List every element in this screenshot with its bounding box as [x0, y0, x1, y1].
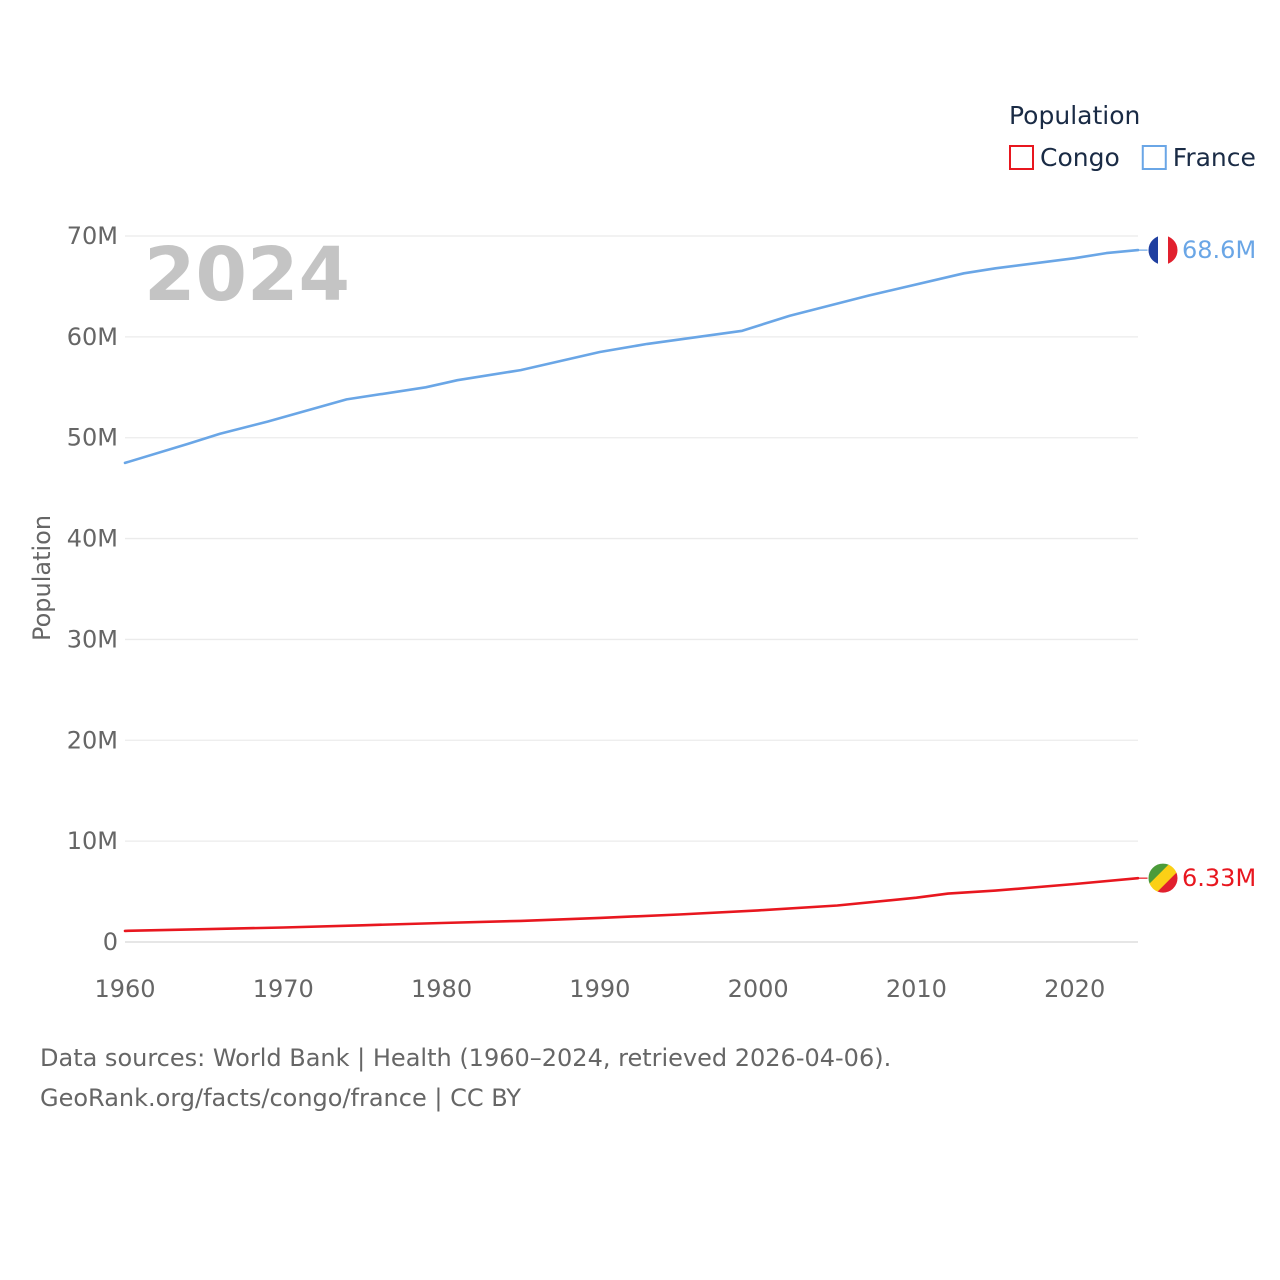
series-line-france[interactable]: [123, 248, 1140, 465]
flag-rim: [1147, 234, 1179, 266]
x-tick-label: 1990: [569, 975, 630, 1003]
x-tick-label: 1970: [253, 975, 314, 1003]
series-lines[interactable]: [123, 248, 1140, 933]
flag-band-red: [1156, 871, 1178, 894]
y-tick-label: 60M: [67, 323, 118, 351]
france-flag-icon: [1147, 234, 1179, 266]
year-label: 2024: [144, 232, 350, 318]
x-tick-label: 2000: [728, 975, 789, 1003]
x-tick-label: 2020: [1044, 975, 1105, 1003]
flag-stripe-red: [1168, 235, 1178, 266]
legend[interactable]: Population Congo France: [1009, 101, 1256, 172]
y-axis-label: Population: [28, 515, 56, 641]
end-value-label-congo: 6.33M: [1182, 864, 1256, 892]
flag-rim: [1147, 862, 1179, 894]
flag-band-green: [1148, 863, 1170, 886]
flag-stripe-blue: [1148, 235, 1158, 266]
footer-sources: Data sources: World Bank | Health (1960–…: [40, 1044, 892, 1072]
end-markers: 6.33M 68.6M: [1138, 234, 1256, 894]
congo-flag-icon: [1147, 862, 1179, 894]
footer-attribution[interactable]: GeoRank.org/facts/congo/france | CC BY: [40, 1084, 522, 1112]
legend-label: France: [1173, 143, 1256, 172]
legend-swatch[interactable]: [1141, 145, 1167, 170]
x-axis-ticks: 1960 1970 1980 1990 2000 2010 2020: [94, 975, 1105, 1003]
legend-title: Population: [1009, 101, 1140, 130]
flag-stripe-white: [1158, 235, 1168, 266]
y-axis-ticks: 0 10M 20M 30M 40M 50M 60M 70M: [67, 222, 118, 956]
y-tick-label: 40M: [67, 525, 118, 553]
gridlines: [125, 235, 1138, 943]
y-tick-label: 0: [103, 928, 118, 956]
legend-swatch[interactable]: [1009, 145, 1034, 170]
end-value-label-france: 68.6M: [1182, 236, 1256, 264]
legend-item-congo[interactable]: Congo: [1009, 143, 1120, 172]
x-tick-label: 2010: [886, 975, 947, 1003]
x-tick-label: 1980: [411, 975, 472, 1003]
y-tick-label: 10M: [67, 827, 118, 855]
series-line-congo[interactable]: [123, 876, 1140, 933]
x-tick-label: 1960: [94, 975, 155, 1003]
flag-fill: [1148, 863, 1178, 894]
y-tick-label: 30M: [67, 625, 118, 653]
legend-item-france[interactable]: France: [1141, 143, 1256, 172]
flag-fill: [1148, 235, 1178, 266]
legend-label: Congo: [1040, 143, 1120, 172]
y-tick-label: 50M: [67, 424, 118, 452]
y-tick-label: 20M: [67, 726, 118, 754]
y-tick-label: 70M: [67, 222, 118, 250]
